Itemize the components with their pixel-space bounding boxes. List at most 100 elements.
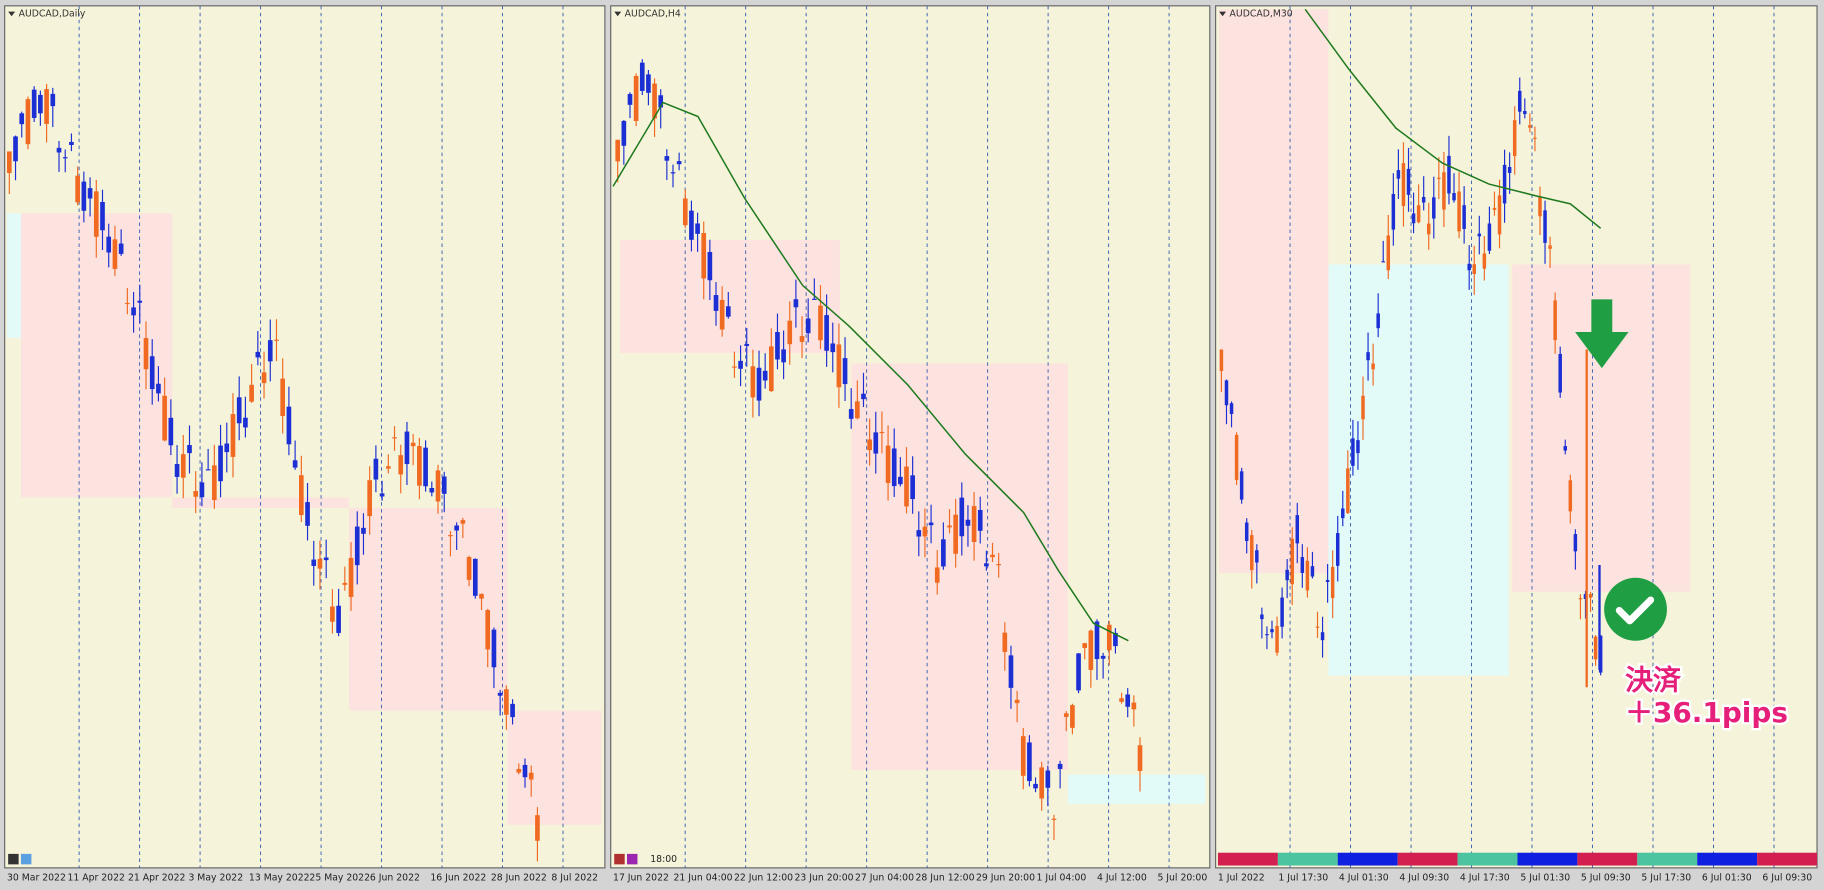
candle-body <box>93 191 99 237</box>
candle-body <box>187 445 192 454</box>
candle-body <box>689 210 694 240</box>
candle-body <box>1070 705 1075 728</box>
candle-body <box>1391 193 1396 230</box>
panel-icon <box>20 853 32 865</box>
session-bar <box>1637 852 1698 866</box>
candle-body <box>1482 253 1487 269</box>
candle-body <box>106 236 112 253</box>
candle-body <box>1280 597 1284 627</box>
candle-body <box>118 243 124 254</box>
candle-body <box>1507 166 1512 173</box>
zone <box>6 213 21 338</box>
x-tick-label: 4 Jul 17:30 <box>1460 873 1510 884</box>
candle-body <box>1477 233 1482 237</box>
candle-body <box>799 336 805 342</box>
candle-body <box>1442 172 1446 210</box>
candle-body <box>143 338 149 370</box>
candle-body <box>744 344 750 347</box>
x-tick-label: 28 Jun 2022 <box>491 873 547 884</box>
candle-body <box>31 89 37 118</box>
candle-body <box>69 141 74 145</box>
candle-body <box>615 139 621 162</box>
candle-body <box>633 75 639 121</box>
candle-body <box>131 307 136 316</box>
candle-body <box>1335 533 1340 566</box>
candle-body <box>13 136 18 162</box>
candle-body <box>984 563 989 567</box>
candle-body <box>971 506 977 543</box>
candle-body <box>639 62 645 91</box>
exit-arrow <box>1575 299 1629 369</box>
candle-body <box>879 431 885 434</box>
candle-body <box>713 295 719 311</box>
x-tick-label: 11 Apr 2022 <box>67 873 124 884</box>
candle-body <box>1356 440 1360 454</box>
annotation-text: ＋36.1pips <box>1625 696 1788 729</box>
candle-body <box>404 431 410 465</box>
candle-body <box>805 318 811 334</box>
candle-body <box>1330 566 1335 599</box>
candle-body <box>891 448 897 487</box>
candle-body <box>491 629 497 668</box>
candle-body <box>292 460 298 468</box>
x-tick-label: 5 Jul 09:30 <box>1581 873 1631 884</box>
annotation-text: 決済 <box>1625 664 1682 697</box>
panel-title: AUDCAD,H4 <box>625 8 681 19</box>
candle-body <box>1244 522 1249 541</box>
candle-body <box>1119 698 1124 702</box>
candle-body <box>1250 535 1254 571</box>
candle-body <box>775 332 780 360</box>
candle-body <box>361 527 366 534</box>
x-tick-label: 5 Jul 20:00 <box>1157 873 1207 884</box>
candle-body <box>1512 120 1517 157</box>
candle-body <box>6 151 12 174</box>
panel-title: AUDCAD,Daily <box>19 8 86 19</box>
time-label: 18:00 <box>650 854 677 865</box>
session-bar <box>1517 852 1578 866</box>
candle-body <box>1568 480 1573 512</box>
x-tick-label: 13 May 2022 <box>249 873 310 884</box>
candle-body <box>916 530 922 537</box>
candle-body <box>373 458 379 480</box>
candle-body <box>112 239 118 269</box>
candle-body <box>1538 196 1542 217</box>
candle-body <box>149 356 155 390</box>
candle-body <box>441 476 447 494</box>
x-tick-label: 28 Jun 12:00 <box>915 873 974 884</box>
x-tick-label: 6 Jul 01:30 <box>1702 873 1752 884</box>
candle-body <box>1533 137 1537 139</box>
candle-body <box>1265 634 1269 636</box>
candle-body <box>1361 395 1365 420</box>
zone <box>851 363 1068 771</box>
candle-body <box>1411 213 1416 224</box>
candle-body <box>1106 624 1112 651</box>
candle-body <box>1255 550 1259 563</box>
candle-body <box>762 370 768 381</box>
candle-body <box>1593 636 1598 660</box>
candle-body <box>249 384 254 402</box>
candle-body <box>528 772 534 780</box>
candle-body <box>627 94 633 105</box>
candle-body <box>928 522 934 526</box>
candle-body <box>781 349 786 363</box>
candle-body <box>385 466 391 469</box>
candle-body <box>367 480 372 517</box>
session-bar <box>1757 852 1818 866</box>
session-bar <box>1577 852 1638 866</box>
title-arrow <box>8 11 16 17</box>
candle-body <box>867 439 872 451</box>
candle-body <box>1295 515 1300 544</box>
candle-body <box>1386 235 1391 271</box>
candle-body <box>1275 625 1279 653</box>
candle-body <box>510 703 515 718</box>
candle-body <box>855 401 860 419</box>
candle-body <box>1543 210 1547 243</box>
x-tick-label: 21 Jun 04:00 <box>674 873 733 884</box>
candle-body <box>1100 655 1106 659</box>
candle-body <box>1573 534 1578 552</box>
candle-body <box>1300 557 1305 573</box>
candle-body <box>1447 155 1451 194</box>
candle-body <box>1523 111 1527 115</box>
candle-body <box>1467 263 1471 271</box>
